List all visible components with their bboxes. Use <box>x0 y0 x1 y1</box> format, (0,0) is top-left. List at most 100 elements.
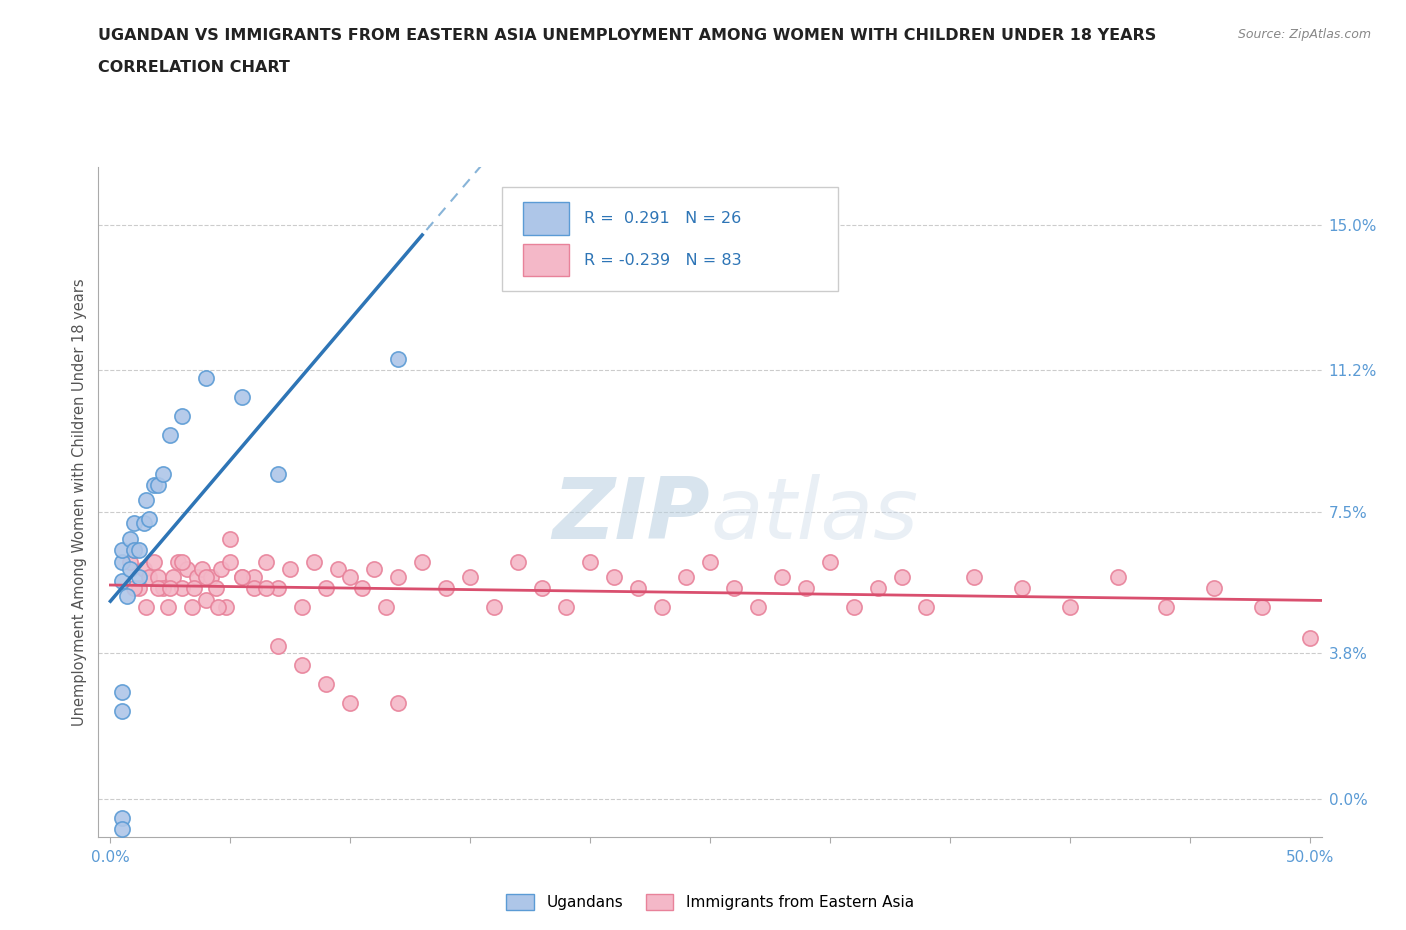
Point <box>482 600 505 615</box>
Point <box>315 581 337 596</box>
Point <box>458 569 481 584</box>
Point <box>219 531 242 546</box>
Point <box>231 569 253 584</box>
Point <box>1298 631 1320 645</box>
Point <box>434 581 457 596</box>
Text: Source: ZipAtlas.com: Source: ZipAtlas.com <box>1237 28 1371 41</box>
Point <box>387 569 409 584</box>
Point <box>243 569 266 584</box>
Point <box>183 581 205 596</box>
Point <box>135 600 157 615</box>
Point <box>156 600 179 615</box>
Point <box>267 638 290 653</box>
Point <box>115 589 138 604</box>
Point <box>111 542 134 557</box>
Point <box>200 569 222 584</box>
Point <box>508 554 530 569</box>
Point <box>195 370 218 385</box>
Point <box>890 569 912 584</box>
Point <box>124 516 146 531</box>
Point <box>794 581 817 596</box>
Text: atlas: atlas <box>710 474 918 557</box>
Point <box>243 581 266 596</box>
Point <box>172 581 194 596</box>
Point <box>148 581 170 596</box>
Text: UGANDAN VS IMMIGRANTS FROM EASTERN ASIA UNEMPLOYMENT AMONG WOMEN WITH CHILDREN U: UGANDAN VS IMMIGRANTS FROM EASTERN ASIA … <box>98 28 1157 43</box>
Point <box>1059 600 1081 615</box>
Point <box>339 569 361 584</box>
Point <box>770 569 793 584</box>
Point <box>231 569 253 584</box>
Point <box>387 352 409 366</box>
Point <box>142 554 165 569</box>
Point <box>915 600 938 615</box>
Point <box>304 554 326 569</box>
Point <box>842 600 865 615</box>
Y-axis label: Unemployment Among Women with Children Under 18 years: Unemployment Among Women with Children U… <box>72 278 87 726</box>
Point <box>132 562 155 577</box>
Point <box>209 562 232 577</box>
Point <box>118 562 141 577</box>
Point <box>135 493 157 508</box>
Point <box>181 600 204 615</box>
Point <box>818 554 841 569</box>
Point <box>186 569 208 584</box>
Point <box>166 554 188 569</box>
Point <box>699 554 721 569</box>
Point <box>363 562 385 577</box>
Point <box>555 600 578 615</box>
Point <box>124 542 146 557</box>
Point <box>375 600 398 615</box>
Point <box>128 581 150 596</box>
Point <box>111 684 134 699</box>
Point <box>111 554 134 569</box>
Point <box>1011 581 1033 596</box>
Point <box>190 562 212 577</box>
Point <box>231 390 253 405</box>
Bar <box>523 245 569 276</box>
Point <box>651 600 673 615</box>
Point <box>339 696 361 711</box>
Point <box>172 408 194 423</box>
Point <box>128 569 150 584</box>
Point <box>172 554 194 569</box>
Point <box>963 569 986 584</box>
Text: R =  0.291   N = 26: R = 0.291 N = 26 <box>583 211 741 226</box>
Point <box>866 581 889 596</box>
Point <box>291 658 314 672</box>
Point <box>387 696 409 711</box>
Point <box>214 600 236 615</box>
Point <box>267 466 290 481</box>
Point <box>138 569 160 584</box>
Point <box>132 516 155 531</box>
Point <box>195 569 218 584</box>
Point <box>267 581 290 596</box>
Point <box>176 562 198 577</box>
Legend: Ugandans, Immigrants from Eastern Asia: Ugandans, Immigrants from Eastern Asia <box>501 887 920 916</box>
Point <box>111 810 134 825</box>
Point <box>627 581 650 596</box>
Point <box>142 477 165 492</box>
Point <box>124 581 146 596</box>
Point <box>278 562 301 577</box>
Point <box>111 703 134 718</box>
Text: ZIP: ZIP <box>553 474 710 557</box>
Bar <box>523 203 569 234</box>
Point <box>675 569 697 584</box>
Point <box>254 554 277 569</box>
Point <box>219 554 242 569</box>
Point <box>152 466 174 481</box>
Point <box>205 581 228 596</box>
Point <box>111 573 134 588</box>
Point <box>723 581 745 596</box>
Point <box>579 554 602 569</box>
Point <box>159 581 181 596</box>
Text: CORRELATION CHART: CORRELATION CHART <box>98 60 290 75</box>
Point <box>207 600 229 615</box>
Point <box>1202 581 1225 596</box>
Point <box>159 428 181 443</box>
Point <box>148 569 170 584</box>
Point <box>138 512 160 527</box>
Point <box>1250 600 1272 615</box>
Point <box>118 531 141 546</box>
